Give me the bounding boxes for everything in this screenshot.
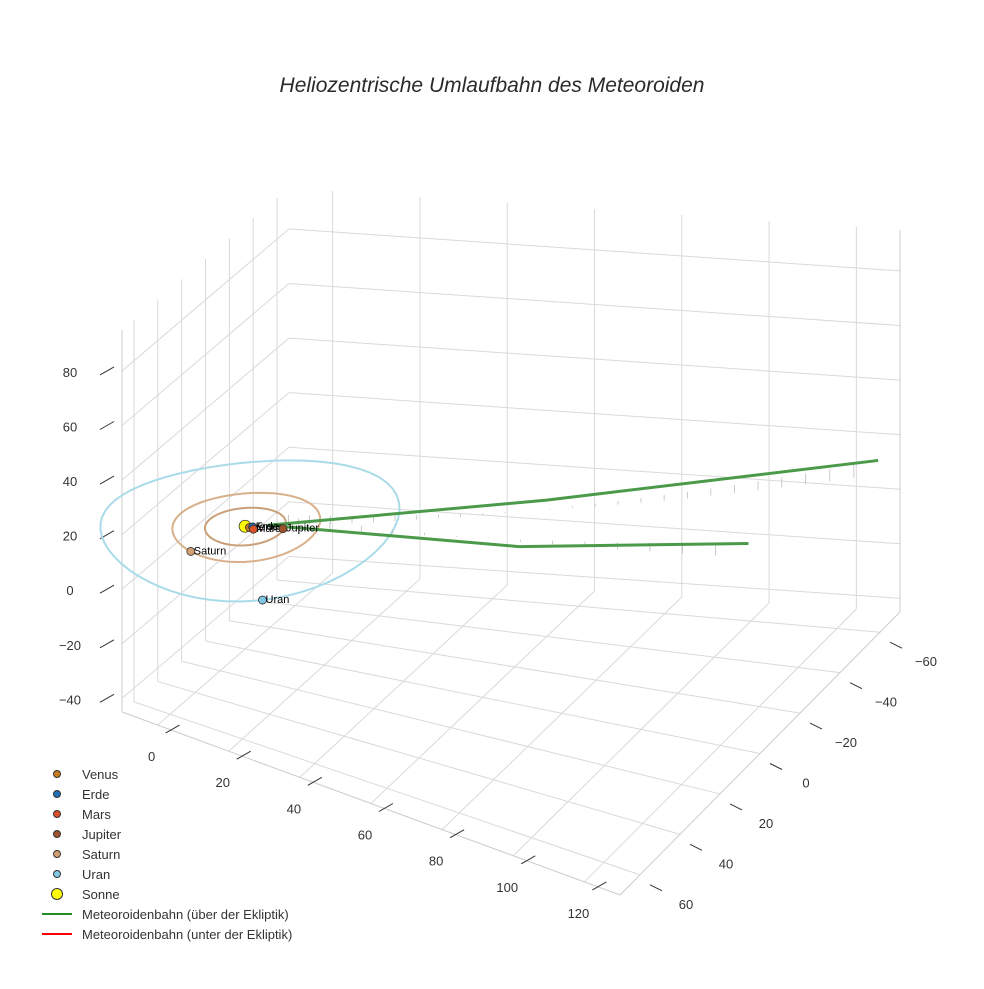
y-tick-label: −60 [915, 654, 937, 669]
marker-swatch-icon [40, 804, 74, 824]
mars-marker[interactable] [248, 524, 258, 534]
legend-label: Mars [82, 806, 111, 822]
y-tick-label: −40 [875, 695, 897, 710]
grid [121, 191, 901, 896]
z-tick-label: −20 [59, 638, 81, 653]
meteoroid-path-above-1 [267, 523, 749, 549]
uran-label: Uran [266, 594, 290, 606]
x-tick-label: 0 [148, 749, 155, 764]
line-swatch-icon [40, 924, 74, 944]
z-tick-label: −40 [59, 692, 81, 707]
jupiter-marker[interactable] [278, 524, 288, 534]
legend-label: Sonne [82, 886, 120, 902]
mars-label: Mars [256, 523, 281, 535]
x-tick-label: 20 [215, 775, 229, 790]
legend-item[interactable]: Meteoroidenbahn (über der Ekliptik) [40, 904, 292, 924]
legend-label: Meteoroidenbahn (über der Ekliptik) [82, 906, 289, 922]
marker-swatch-icon [40, 884, 74, 904]
saturn-marker[interactable] [186, 547, 196, 556]
x-tick-label: 40 [287, 801, 301, 816]
legend-label: Uran [82, 866, 111, 882]
legend-item[interactable]: Erde [40, 784, 292, 804]
orbits [99, 459, 401, 603]
x-tick-label: 120 [568, 906, 590, 921]
marker-swatch-icon [40, 864, 74, 884]
uran-orbit [99, 459, 401, 603]
y-tick-label: 20 [759, 816, 773, 831]
legend-item[interactable]: Jupiter [40, 824, 292, 844]
jupiter-label: Jupiter [286, 523, 319, 535]
legend-item[interactable]: Meteoroidenbahn (unter der Ekliptik) [40, 924, 292, 944]
z-tick-label: 40 [63, 474, 77, 489]
jupiter-orbit [203, 506, 287, 547]
line-swatch-icon [40, 904, 74, 924]
x-tick-label: 100 [496, 880, 518, 895]
legend-item[interactable]: Uran [40, 864, 292, 884]
marker-swatch-icon [40, 784, 74, 804]
legend-label: Venus [82, 766, 119, 782]
chart-title: Heliozentrische Umlaufbahn des Meteoroid… [279, 74, 705, 97]
legend-item[interactable]: Venus [40, 764, 292, 784]
legend-label: Meteoroidenbahn (unter der Ekliptik) [82, 926, 293, 942]
meteoroid-path-above-0 [267, 458, 879, 527]
y-tick-label: −20 [835, 735, 857, 750]
y-tick-label: 60 [679, 897, 693, 912]
legend-label: Erde [82, 786, 110, 802]
saturn-label: Saturn [194, 545, 226, 557]
legend-label: Saturn [82, 846, 121, 862]
uran-marker[interactable] [258, 595, 267, 605]
legend: Venus Erde Mars Jupiter Saturn Uran Sonne Meteo… [40, 764, 292, 944]
venus-label: Venus [252, 522, 283, 534]
x-tick-label: 80 [429, 854, 443, 869]
meteoroid-track [267, 458, 879, 556]
y-tick-label: 40 [719, 856, 733, 871]
legend-item[interactable]: Sonne [40, 884, 292, 904]
erde-label: Erde [256, 521, 279, 533]
z-tick-label: 60 [63, 420, 77, 435]
marker-swatch-icon [40, 844, 74, 864]
legend-item[interactable]: Saturn [40, 844, 292, 864]
z-tick-label: 20 [63, 529, 77, 544]
y-tick-label: 0 [802, 776, 809, 791]
legend-label: Jupiter [82, 826, 122, 842]
z-tick-label: 80 [63, 365, 77, 380]
marker-swatch-icon [40, 824, 74, 844]
saturn-orbit [171, 491, 322, 564]
axis-ticks: 0 20 40 60 80 100 120 −60 −40 −20 0 20 40 60 −40 −20 0 20… [59, 365, 937, 921]
marker-swatch-icon [40, 764, 74, 784]
x-tick-label: 60 [358, 828, 372, 843]
legend-item[interactable]: Mars [40, 804, 292, 824]
z-tick-label: 0 [66, 583, 73, 598]
